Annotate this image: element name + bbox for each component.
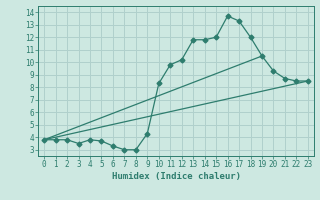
X-axis label: Humidex (Indice chaleur): Humidex (Indice chaleur) <box>111 172 241 181</box>
